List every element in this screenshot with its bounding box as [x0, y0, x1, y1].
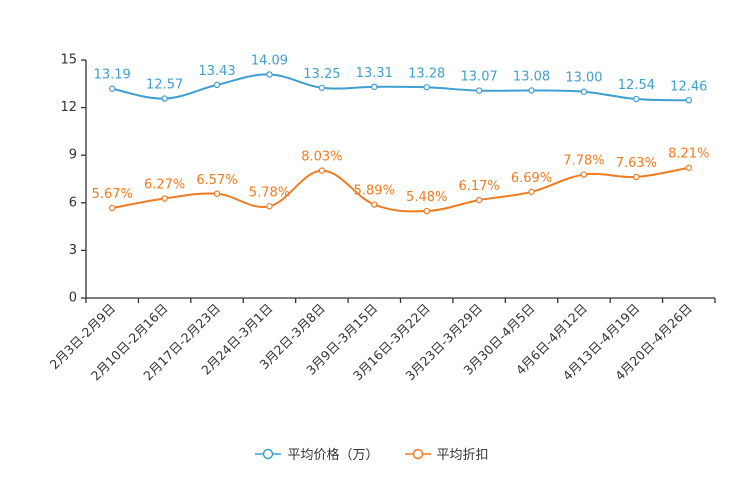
- data-label: 6.57%: [196, 173, 237, 188]
- y-tick-label: 6: [69, 195, 77, 210]
- data-label: 14.09: [251, 53, 288, 68]
- data-point: [475, 87, 483, 94]
- data-point: [423, 207, 430, 215]
- data-label: 5.89%: [354, 184, 395, 199]
- data-label: 12.57: [146, 78, 183, 93]
- data-point: [213, 81, 221, 89]
- data-point: [685, 97, 692, 104]
- legend-discount-marker-icon: [404, 448, 431, 459]
- legend-item-price[interactable]: 平均价格（万）: [255, 444, 379, 463]
- data-point: [318, 167, 326, 174]
- data-label: 5.67%: [92, 187, 133, 202]
- data-point: [633, 95, 640, 103]
- data-label: 13.00: [565, 71, 602, 86]
- data-point: [371, 83, 378, 91]
- data-label: 12.54: [618, 78, 655, 93]
- data-point: [371, 201, 378, 208]
- data-point: [633, 173, 640, 181]
- data-point: [109, 85, 116, 92]
- data-label: 7.78%: [563, 154, 604, 169]
- data-label: 6.69%: [511, 171, 552, 186]
- data-point: [580, 88, 588, 95]
- data-point: [528, 188, 535, 196]
- legend-discount-label: 平均折扣: [436, 448, 489, 463]
- data-point: [528, 87, 535, 94]
- data-point: [318, 84, 326, 91]
- data-label: 12.46: [670, 79, 707, 94]
- data-label: 8.21%: [668, 147, 709, 162]
- data-label: 13.08: [513, 69, 550, 84]
- legend: 平均价格（万） 平均折扣: [0, 444, 744, 463]
- series-price: 13.19 12.57 13.43 14.09 13.25 13.31 13.28 13.07…: [94, 53, 707, 104]
- data-label: 6.27%: [144, 178, 185, 193]
- data-label: 13.07: [461, 70, 498, 85]
- data-point: [266, 71, 273, 78]
- data-point: [161, 95, 168, 102]
- data-label: 13.19: [94, 68, 131, 83]
- data-point: [475, 196, 483, 204]
- data-point: [580, 171, 588, 178]
- y-tick-label: 9: [69, 148, 77, 163]
- data-point: [266, 203, 273, 210]
- y-tick-label: 15: [60, 53, 77, 68]
- legend-item-discount[interactable]: 平均折扣: [404, 444, 489, 463]
- data-label: 13.43: [198, 64, 235, 79]
- y-tick-label: 3: [69, 243, 77, 258]
- series-line: [112, 73, 689, 102]
- data-point: [423, 84, 430, 91]
- series-discount: 5.67% 6.27% 6.57% 5.78% 8.03% 5.89% 5.48% 6.17%…: [92, 147, 709, 215]
- line-chart: 036912152月3日-2月9日2月10日-2月16日2月17日-2月23日2…: [47, 53, 716, 383]
- legend-price-marker-icon: [255, 448, 282, 459]
- data-label: 6.17%: [458, 179, 499, 194]
- data-label: 13.25: [303, 67, 340, 82]
- data-point: [109, 204, 116, 212]
- data-label: 8.03%: [301, 150, 342, 165]
- data-label: 7.63%: [616, 156, 657, 171]
- data-point: [213, 190, 221, 197]
- data-label: 13.28: [408, 66, 445, 81]
- data-label: 13.31: [356, 66, 393, 81]
- data-label: 5.48%: [406, 190, 447, 205]
- y-tick-label: 0: [69, 291, 77, 306]
- data-point: [161, 195, 168, 202]
- y-tick-label: 12: [60, 100, 77, 115]
- legend-price-label: 平均价格（万）: [287, 448, 379, 463]
- data-label: 5.78%: [249, 185, 290, 200]
- data-point: [685, 164, 692, 171]
